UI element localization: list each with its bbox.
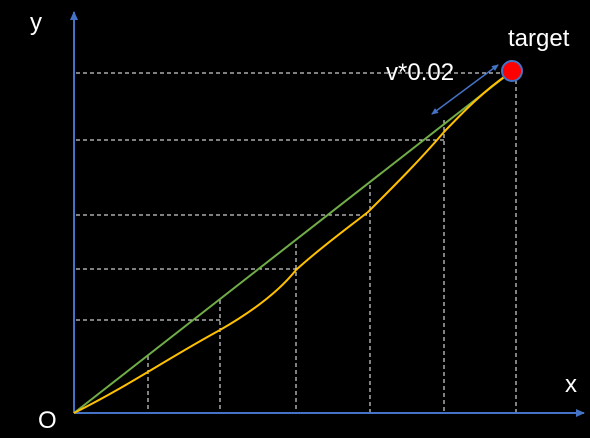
vertical-guides (147, 80, 517, 413)
target-point (501, 60, 523, 82)
origin-label: O (38, 407, 57, 434)
x-axis-label: x (565, 371, 577, 398)
step-arrow (431, 64, 499, 115)
horizontal-guides (76, 72, 512, 321)
straight-path (73, 74, 508, 414)
step-label: v*0.02 (386, 59, 454, 86)
target-label: target (508, 25, 570, 52)
y-axis-label: y (30, 9, 42, 36)
curved-path (73, 74, 508, 414)
